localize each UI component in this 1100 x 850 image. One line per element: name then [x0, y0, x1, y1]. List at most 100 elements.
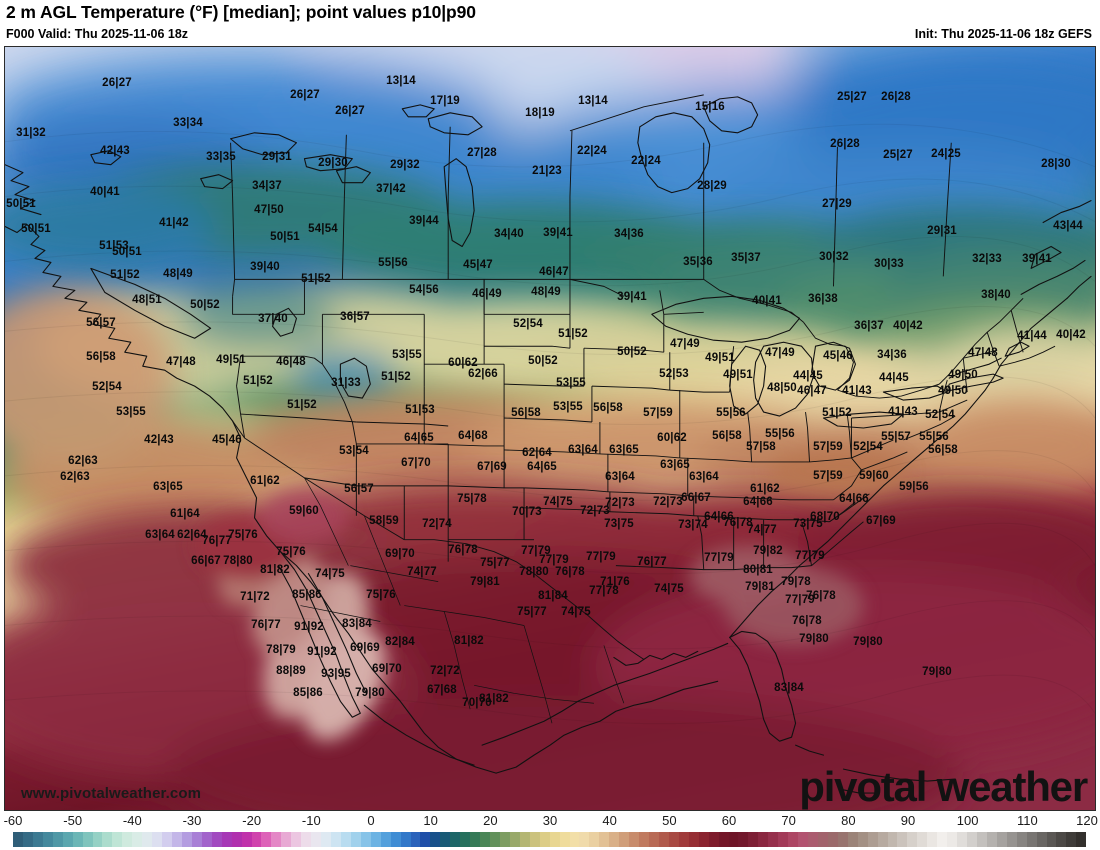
colorbar-tick: 60	[721, 813, 737, 828]
point-value: 72|74	[422, 518, 452, 530]
point-value: 46|48	[276, 356, 306, 368]
point-value: 81|82	[454, 635, 484, 647]
point-value: 46|47	[797, 385, 827, 397]
temperature-map[interactable]: 26|27 26|27 26|27 13|14 17|19 18|19 13|14 15|16…	[4, 46, 1096, 811]
point-value: 34|37	[252, 180, 282, 192]
point-value: 53|55	[392, 349, 422, 361]
colorbar-swatch	[291, 832, 302, 847]
colorbar-swatch	[996, 832, 1007, 847]
point-value: 29|32	[390, 159, 420, 171]
point-value: 37|40	[258, 313, 288, 325]
colorbar-tick: 40	[602, 813, 617, 828]
colorbar-swatch	[688, 832, 699, 847]
point-value: 42|43	[144, 434, 174, 446]
point-value: 56|58	[593, 402, 623, 414]
brand-watermark: pivotal weather	[799, 763, 1088, 810]
colorbar-swatch	[52, 832, 63, 847]
colorbar-swatch	[350, 832, 361, 847]
point-value: 26|28	[881, 91, 911, 103]
colorbar-swatch	[152, 832, 163, 847]
point-value: 72|73	[605, 497, 635, 509]
colorbar-swatch	[569, 832, 580, 847]
colorbar-tick: 30	[542, 813, 558, 828]
colorbar-swatch	[609, 832, 620, 847]
point-value: 64|65	[404, 432, 434, 444]
point-value: 36|57	[340, 311, 370, 323]
point-value: 40|42	[893, 320, 923, 332]
colorbar-swatch	[72, 832, 83, 847]
point-value: 27|28	[467, 147, 497, 159]
point-value: 91|92	[307, 646, 337, 658]
point-value: 34|36	[614, 228, 644, 240]
point-value: 64|66	[839, 493, 869, 505]
point-value: 51|53	[99, 240, 129, 252]
page-title: 2 m AGL Temperature (°F) [median]; point…	[6, 2, 476, 22]
colorbar-swatch	[639, 832, 649, 847]
colorbar-swatch	[728, 832, 739, 847]
point-value: 35|37	[731, 252, 761, 264]
colorbar-swatch	[509, 832, 520, 847]
colorbar-tick: -40	[122, 813, 142, 828]
point-value: 79|80	[799, 633, 829, 645]
colorbar-swatch	[976, 832, 987, 847]
colorbar-swatch	[162, 832, 172, 847]
point-value: 64|66	[704, 511, 734, 523]
point-value: 48|49	[163, 268, 193, 280]
valid-time-label: F000 Valid: Thu 2025-11-06 18z	[6, 27, 189, 41]
point-value: 82|84	[385, 636, 415, 648]
point-value: 24|25	[931, 148, 961, 160]
point-value: 34|36	[877, 349, 907, 361]
point-value: 63|64	[568, 444, 598, 456]
point-value: 75|77	[517, 606, 547, 618]
point-value: 31|33	[331, 377, 361, 389]
header: 2 m AGL Temperature (°F) [median]; point…	[0, 0, 1100, 48]
colorbar-tick: 10	[423, 813, 438, 828]
point-value: 47|48	[968, 347, 998, 359]
point-value: 51|52	[822, 407, 852, 419]
point-value: 50|52	[190, 299, 220, 311]
colorbar-swatch	[986, 832, 997, 847]
point-value: 39|44	[409, 215, 439, 227]
point-value: 81|82	[479, 693, 509, 705]
point-value: 85|86	[292, 589, 322, 601]
colorbar-swatch	[658, 832, 669, 847]
point-value: 48|50	[767, 382, 797, 394]
point-value: 78|79	[266, 644, 296, 656]
colorbar-tick: -10	[301, 813, 321, 828]
colorbar-tick-labels: -60 -50 -40 -30 -20 -10 0 10 20 30 40 50 60 70 80 90 100…	[0, 813, 1100, 831]
colorbar-swatch	[539, 832, 550, 847]
point-value: 79|81	[745, 581, 775, 593]
point-value: 45|47	[463, 259, 493, 271]
point-value: 83|84	[774, 682, 804, 694]
colorbar-swatch	[778, 832, 789, 847]
colorbar-swatch	[480, 832, 490, 847]
colorbar-tick: 110	[1016, 813, 1038, 828]
point-value: 70|70	[462, 697, 492, 709]
point-value: 75|76	[366, 589, 396, 601]
point-value: 80|81	[743, 564, 773, 576]
colorbar-swatch	[13, 832, 23, 847]
colorbar-tick: 20	[483, 813, 498, 828]
colorbar[interactable]: -60 -50 -40 -30 -20 -10 0 10 20 30 40 50 60 70 80 90 100…	[0, 813, 1100, 850]
point-value: 22|24	[631, 155, 661, 167]
point-value: 68|70	[810, 511, 840, 523]
point-value: 40|41	[90, 186, 120, 198]
point-value: 74|77	[747, 524, 777, 536]
point-value: 47|50	[254, 204, 284, 216]
point-value: 85|86	[293, 687, 323, 699]
point-value: 78|80	[223, 555, 253, 567]
point-value: 61|62	[750, 483, 780, 495]
point-value: 81|82	[260, 564, 290, 576]
point-value: 63|65	[660, 459, 690, 471]
point-value: 76|78	[792, 615, 822, 627]
point-value: 28|29	[697, 180, 727, 192]
colorbar-tick: 100	[956, 813, 979, 828]
point-value: 76|77	[637, 556, 667, 568]
colorbar-tick: -30	[182, 813, 202, 828]
point-value: 77|78	[589, 585, 619, 597]
point-value: 83|84	[342, 618, 372, 630]
colorbar-swatch	[92, 832, 103, 847]
colorbar-swatch	[122, 832, 133, 847]
colorbar-swatch	[649, 832, 659, 847]
point-value: 74|75	[543, 496, 573, 508]
